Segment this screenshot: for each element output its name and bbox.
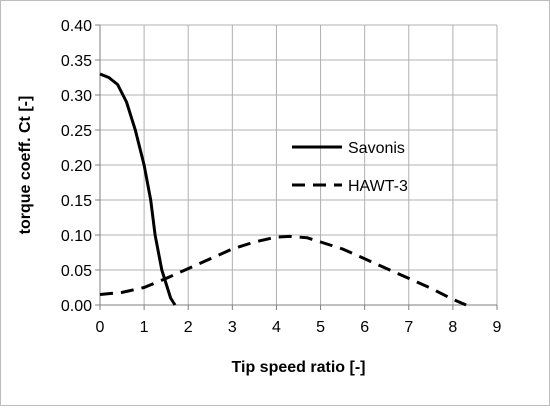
x-tick-label: 8 bbox=[448, 319, 457, 336]
y-tick-label: 0.40 bbox=[61, 18, 92, 35]
x-tick-label: 3 bbox=[228, 319, 237, 336]
y-tick-label: 0.15 bbox=[61, 193, 92, 210]
x-tick-label: 0 bbox=[96, 319, 105, 336]
axis-layer bbox=[95, 24, 498, 310]
y-tick-label: 0.35 bbox=[61, 53, 92, 70]
y-tick-label: 0.30 bbox=[61, 88, 92, 105]
legend-label-hawt-3: HAWT-3 bbox=[348, 178, 408, 195]
x-tick-label: 1 bbox=[140, 319, 149, 336]
y-tick-label: 0.10 bbox=[61, 228, 92, 245]
x-tick-label: 6 bbox=[360, 319, 369, 336]
series-line-hawt-3 bbox=[99, 234, 467, 307]
tick-label-layer: 0 1 2 3 4 5 6 7 8 9 0.00 0.05 0.10 0.15 0.20 0.25 0.30 0.… bbox=[61, 18, 502, 336]
y-tick-label: 0.00 bbox=[61, 298, 92, 315]
legend-label-savonis: Savonis bbox=[348, 140, 405, 157]
x-tick-label: 9 bbox=[493, 319, 502, 336]
y-tick-label: 0.05 bbox=[61, 263, 92, 280]
y-tick-label: 0.20 bbox=[61, 158, 92, 175]
x-axis-title: Tip speed ratio [-] bbox=[232, 359, 366, 376]
y-tick-label: 0.25 bbox=[61, 123, 92, 140]
grid-layer bbox=[100, 24, 498, 305]
series-layer bbox=[99, 72, 467, 307]
x-tick-label: 5 bbox=[316, 319, 325, 336]
x-tick-label: 7 bbox=[404, 319, 413, 336]
legend: Savonis HAWT-3 bbox=[292, 140, 408, 195]
x-tick-label: 4 bbox=[272, 319, 281, 336]
x-tick-label: 2 bbox=[184, 319, 193, 336]
y-axis-title: torque coeff. Ct [-] bbox=[17, 96, 34, 235]
